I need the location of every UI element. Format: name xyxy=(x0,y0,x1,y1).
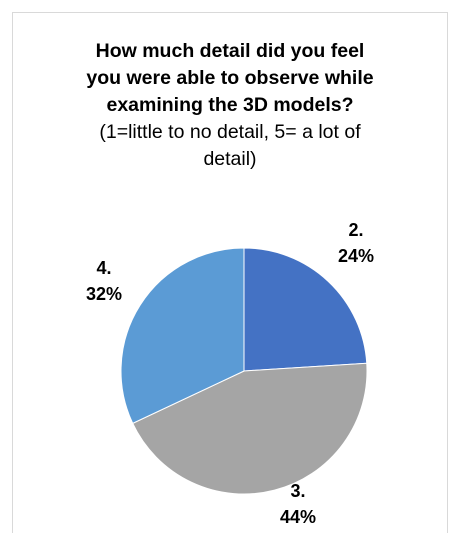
chart-title: How much detail did you feel you were ab… xyxy=(12,38,448,173)
data-label-2: 2. 24% xyxy=(338,220,374,266)
pie-slice-4 xyxy=(120,247,245,425)
subtitle-line-2: detail) xyxy=(203,148,257,170)
title-line-2: you were able to observe while xyxy=(86,67,374,89)
pie-slice-2 xyxy=(243,247,368,372)
subtitle-line-1: (1=little to no detail, 5= a lot of xyxy=(99,121,361,143)
title-line-1: How much detail did you feel xyxy=(95,40,365,62)
data-label-3: 3. 44% xyxy=(280,481,316,527)
title-line-3: examining the 3D models? xyxy=(106,94,354,116)
data-label-4: 4. 32% xyxy=(86,258,122,304)
